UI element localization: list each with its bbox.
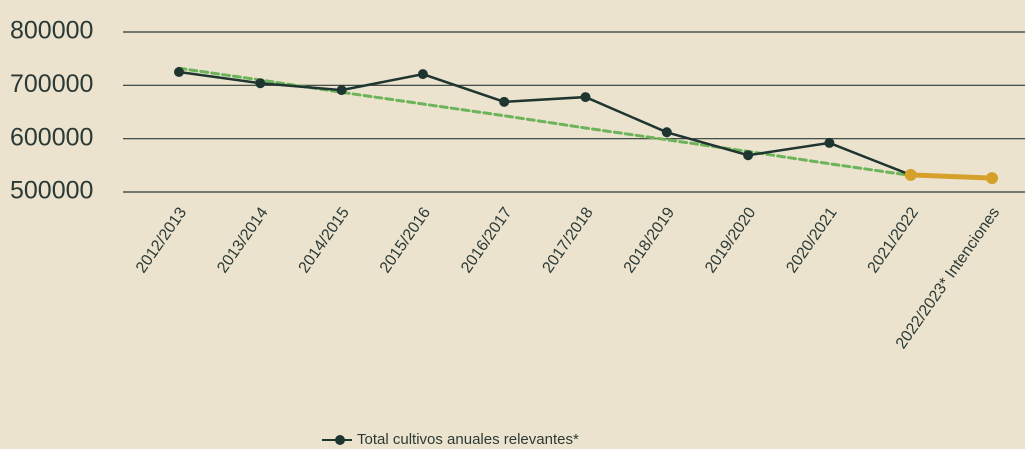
legend: Total cultivos anuales relevantes* (322, 431, 579, 448)
point (499, 96, 510, 107)
series-line (908, 172, 995, 181)
x-tick-label: 2014/2015 (296, 204, 353, 276)
point (336, 85, 347, 96)
point (580, 92, 591, 103)
x-tick-label: 2018/2019 (621, 204, 678, 276)
point (986, 172, 998, 185)
x-tick-label: 2020/2021 (783, 204, 840, 276)
x-tick-label: 2021/2022 (865, 204, 922, 276)
point (661, 127, 672, 138)
y-tick-label: 500000 (10, 177, 93, 205)
y-tick-label: 800000 (10, 17, 93, 45)
x-tick-label: 2016/2017 (458, 204, 515, 276)
point (417, 69, 428, 80)
x-tick-label: 2019/2020 (702, 204, 759, 276)
x-tick-label: 2013/2014 (214, 204, 271, 276)
point (174, 67, 184, 77)
series-line (177, 70, 912, 177)
legend-marker (335, 435, 345, 445)
point (255, 78, 266, 89)
x-tick-label: 2017/2018 (539, 204, 596, 276)
y-tick-label: 600000 (10, 123, 93, 151)
point (824, 137, 835, 148)
trend-line (177, 66, 913, 177)
point (904, 168, 917, 181)
x-tick-label: 2015/2016 (377, 204, 434, 276)
point (743, 150, 754, 161)
x-tick-label: 2012/2013 (133, 204, 190, 276)
legend-label: Total cultivos anuales relevantes* (357, 431, 579, 448)
y-tick-label: 700000 (10, 70, 93, 98)
